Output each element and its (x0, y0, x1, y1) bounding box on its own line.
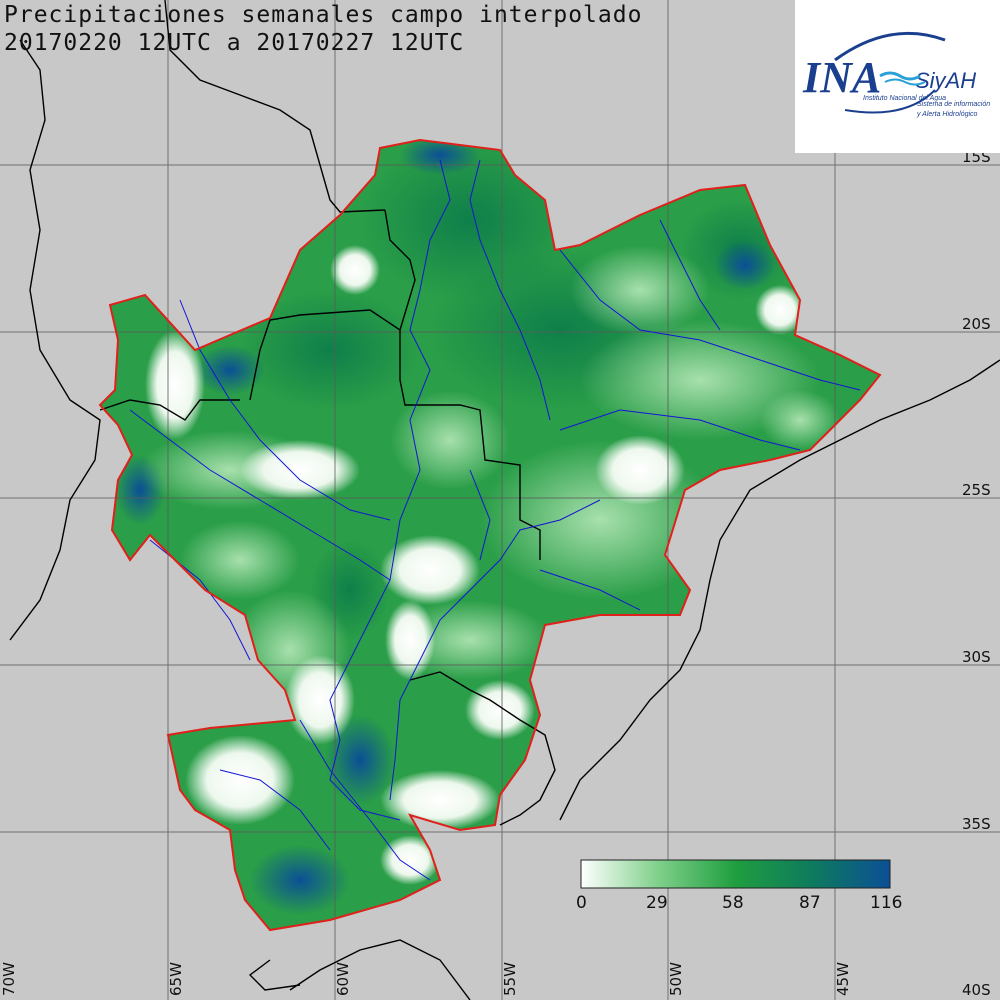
lat-label-35s: 35S (962, 815, 991, 833)
colorbar-label-58: 58 (722, 893, 744, 913)
map-title: Precipitaciones semanales campo interpol… (4, 2, 643, 28)
lon-label-55w: 55W (501, 962, 519, 996)
logo-sub-text-1: Sistema de información (917, 101, 990, 108)
colorbar: 0 29 58 87 116 (576, 859, 902, 913)
colorbar-label-0: 0 (576, 893, 587, 913)
lon-labels: 70W 65W 60W 55W 50W 45W (0, 962, 852, 996)
country-borders (9, 0, 1000, 1000)
lat-label-20s: 20S (962, 315, 991, 333)
lon-label-45w: 45W (834, 962, 852, 996)
lat-label-30s: 30S (962, 648, 991, 666)
lat-label-25s: 25S (962, 481, 991, 499)
logo-sub-brand: SiyAH (915, 68, 976, 93)
basin-outline (98, 138, 882, 932)
ina-siyah-logo: INA SiyAH Instituto Nacional del Agua Si… (795, 0, 1000, 153)
logo-graphic: INA SiyAH Instituto Nacional del Agua Si… (802, 31, 990, 118)
colorbar-label-116: 116 (870, 893, 902, 913)
lat-label-40s: 40S (962, 981, 991, 999)
logo-brand: INA (802, 53, 881, 102)
logo-org-name: Instituto Nacional del Agua (863, 95, 946, 102)
lat-labels: 15S 20S 25S 30S 35S 40S (962, 148, 991, 999)
lon-label-60w: 60W (334, 962, 352, 996)
lon-label-50w: 50W (667, 962, 685, 996)
colorbar-label-87: 87 (799, 893, 821, 913)
colorbar-ramp (580, 859, 891, 889)
map-date-range: 20170220 12UTC a 20170227 12UTC (4, 30, 465, 56)
logo-sub-text-2: y Alerta Hidrológico (916, 111, 978, 118)
lon-label-70w: 70W (0, 962, 18, 996)
lon-label-65w: 65W (167, 962, 185, 996)
colorbar-label-29: 29 (646, 893, 668, 913)
